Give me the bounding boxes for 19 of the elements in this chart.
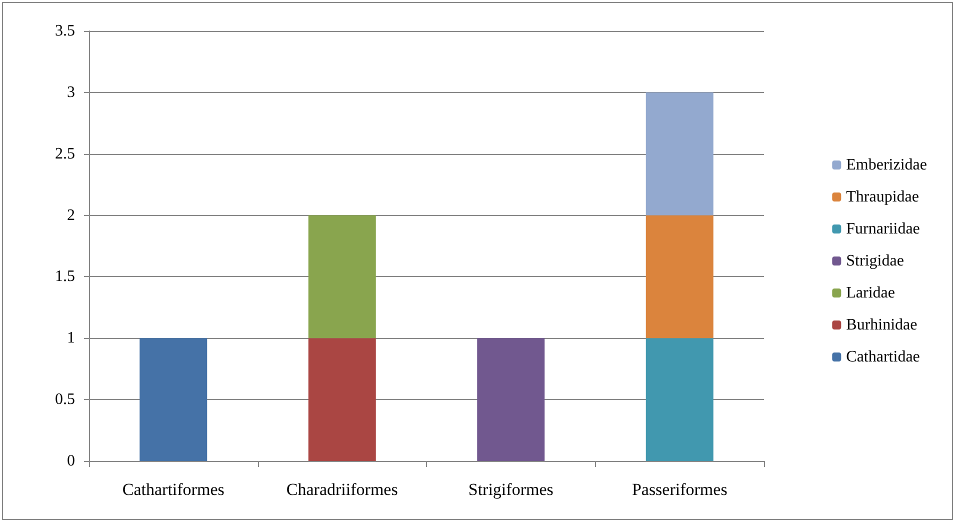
legend-label: Burhinidae <box>846 316 918 334</box>
x-tick-label: Charadriiformes <box>286 480 398 499</box>
legend-label: Furnariidae <box>846 220 920 238</box>
legend-label: Thraupidae <box>846 188 920 206</box>
y-tick-label: 1.5 <box>55 268 75 286</box>
y-tick-label: 1 <box>67 330 75 347</box>
legend-label: Laridae <box>846 284 896 302</box>
x-tick-label: Cathartiformes <box>122 480 224 499</box>
y-tick-label: 0.5 <box>55 391 75 408</box>
legend-label: Emberizidae <box>846 156 927 174</box>
y-tick-label: 3 <box>67 84 75 101</box>
legend-label: Cathartidae <box>846 348 920 366</box>
y-tick-label: 2 <box>67 206 75 224</box>
legend-label: Strigidae <box>846 252 904 270</box>
y-tick-label: 2.5 <box>55 145 75 162</box>
x-tick-label: Passeriformes <box>632 480 728 499</box>
y-tick-label: 0 <box>67 452 75 470</box>
y-tick-label: 3.5 <box>55 22 75 40</box>
x-tick-label: Strigiformes <box>468 480 554 499</box>
